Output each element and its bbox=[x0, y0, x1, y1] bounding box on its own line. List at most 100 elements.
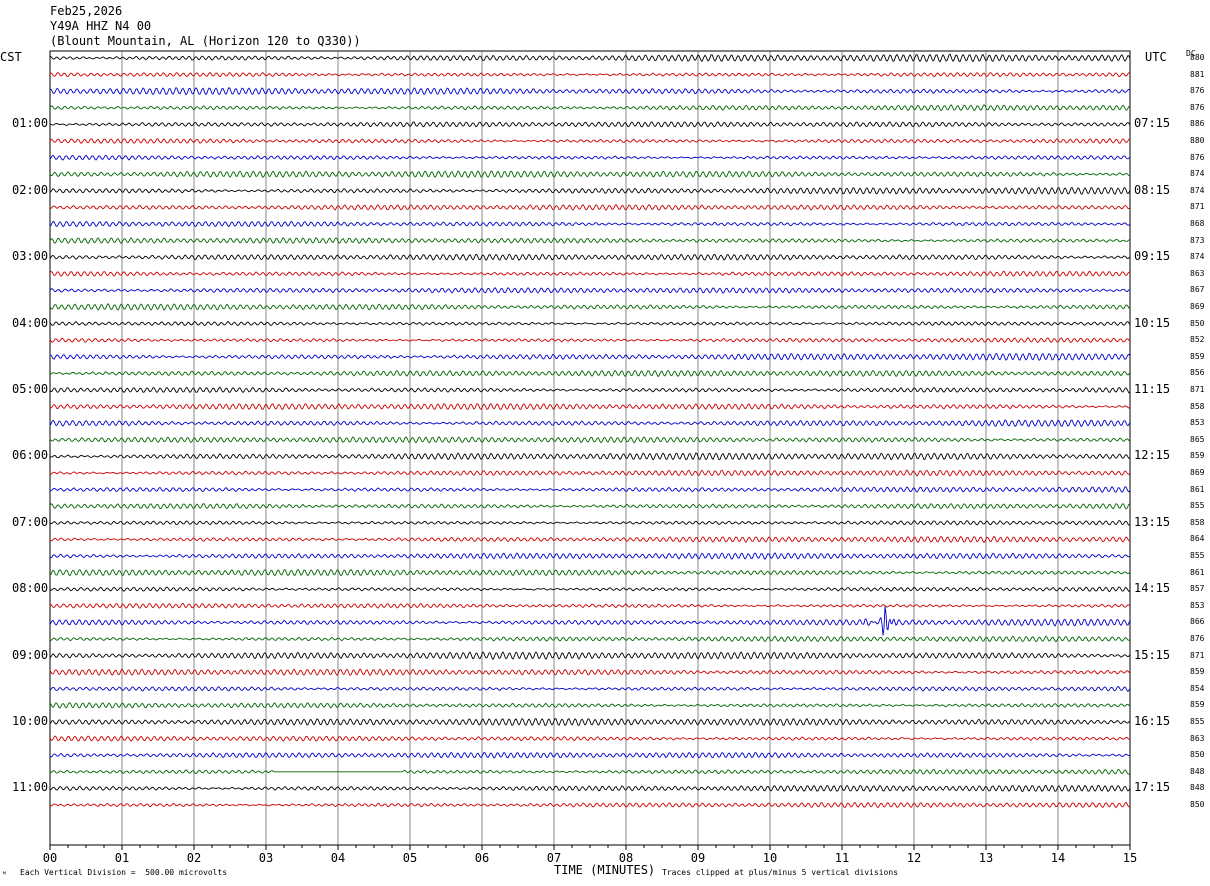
x-tick-label-03: 03 bbox=[259, 851, 273, 865]
left-hour-label: 08:00 bbox=[12, 581, 49, 596]
plot-frame bbox=[49, 50, 1131, 846]
dc-offset-label: 869 bbox=[1190, 468, 1205, 477]
trace-row-4 bbox=[49, 121, 1131, 128]
trace-row-23 bbox=[49, 436, 1131, 444]
trace-row-18 bbox=[49, 352, 1131, 361]
trace-row-22 bbox=[49, 419, 1131, 427]
dc-offset-label: 850 bbox=[1190, 318, 1205, 328]
x-tick-label-12: 12 bbox=[907, 851, 921, 865]
left-hour-label: 04:00 bbox=[12, 315, 49, 330]
x-tick-label-06: 06 bbox=[475, 851, 489, 865]
dc-header: DC bbox=[1186, 49, 1196, 58]
trace-row-43 bbox=[49, 769, 1131, 775]
dc-offset-label: 855 bbox=[1190, 717, 1205, 726]
trace-row-15 bbox=[49, 303, 1131, 311]
dc-offset-label: 867 bbox=[1190, 285, 1205, 295]
trace-row-34 bbox=[49, 606, 1131, 636]
trace-row-5 bbox=[49, 138, 1131, 145]
dc-offset-label: 859 bbox=[1190, 700, 1205, 710]
left-hour-label: 10:00 bbox=[12, 714, 49, 728]
dc-offset-label: 857 bbox=[1190, 584, 1205, 594]
x-tick-label-00: 00 bbox=[43, 851, 57, 865]
dc-offset-label: 854 bbox=[1190, 683, 1205, 693]
left-hour-label: 03:00 bbox=[12, 249, 49, 264]
trace-row-39 bbox=[49, 702, 1131, 709]
left-hour-label: 02:00 bbox=[12, 182, 49, 197]
trace-row-44 bbox=[49, 784, 1131, 793]
trace-row-33 bbox=[49, 602, 1131, 609]
left-hour-label: 05:00 bbox=[12, 382, 49, 396]
x-tick-label-14: 14 bbox=[1051, 851, 1065, 865]
header-date: Feb25,2026 bbox=[50, 4, 123, 18]
trace-row-40 bbox=[49, 717, 1131, 726]
dc-offset-label: 874 bbox=[1190, 169, 1205, 179]
dc-offset-label: 876 bbox=[1190, 152, 1205, 162]
dc-offset-label: 886 bbox=[1190, 119, 1205, 129]
x-tick-label-11: 11 bbox=[835, 851, 849, 865]
dc-offset-label: 876 bbox=[1190, 86, 1205, 96]
dc-offset-label: 871 bbox=[1190, 650, 1205, 660]
left-hour-label: 07:00 bbox=[12, 514, 49, 529]
trace-row-28 bbox=[49, 519, 1131, 526]
dc-offset-label: 859 bbox=[1190, 351, 1205, 361]
dc-offset-label: 866 bbox=[1190, 617, 1205, 627]
dc-offset-label: 880 bbox=[1190, 136, 1205, 145]
dc-offset-label: 855 bbox=[1190, 551, 1205, 560]
trace-row-16 bbox=[49, 320, 1131, 327]
trace-group bbox=[49, 53, 1131, 809]
trace-row-26 bbox=[49, 486, 1131, 493]
scale-note: Each Vertical Division = 500.00 microvol… bbox=[20, 868, 228, 877]
x-tick-label-08: 08 bbox=[619, 851, 633, 865]
left-hour-label: 11:00 bbox=[12, 780, 49, 795]
clip-note: Traces clipped at plus/minus 5 vertical … bbox=[662, 868, 899, 877]
dc-offset-label: 855 bbox=[1190, 501, 1205, 511]
x-tick-label-05: 05 bbox=[403, 851, 417, 865]
right-hour-label: 10:15 bbox=[1134, 315, 1171, 330]
right-hour-label: 07:15 bbox=[1134, 116, 1171, 131]
dc-offset-label: 881 bbox=[1190, 69, 1205, 79]
dc-offset-label: 876 bbox=[1190, 634, 1205, 643]
trace-row-27 bbox=[49, 502, 1131, 510]
dc-offset-label: 861 bbox=[1190, 484, 1205, 494]
trace-row-13 bbox=[49, 270, 1131, 277]
minute-gridlines bbox=[121, 51, 1059, 845]
dc-offset-label: 864 bbox=[1190, 534, 1205, 544]
trace-row-31 bbox=[49, 568, 1131, 577]
dc-offset-label: 874 bbox=[1190, 185, 1205, 195]
trace-row-38 bbox=[49, 685, 1131, 693]
x-tick-label-02: 02 bbox=[187, 851, 201, 865]
dc-offset-label: 865 bbox=[1190, 434, 1205, 444]
trace-row-21 bbox=[49, 403, 1131, 411]
dc-offset-label: 863 bbox=[1190, 733, 1205, 743]
trace-row-20 bbox=[49, 386, 1131, 394]
x-tick-group: 00 01 02 03 04 05 06 07 08 09 10 11 12 13 14 15 bbox=[43, 845, 1137, 865]
trace-row-36 bbox=[49, 651, 1131, 660]
dc-offset-label: 852 bbox=[1190, 335, 1205, 345]
right-hour-label: 17:15 bbox=[1134, 780, 1171, 795]
dc-offset-label: 859 bbox=[1190, 451, 1205, 461]
dc-offset-label: 850 bbox=[1190, 800, 1205, 809]
header-location: (Blount Mountain, AL (Horizon 120 to Q33… bbox=[50, 34, 361, 48]
trace-row-35 bbox=[49, 635, 1131, 643]
dc-offset-label: 863 bbox=[1190, 268, 1205, 278]
dc-offset-label: 869 bbox=[1190, 302, 1205, 311]
x-tick-label-15: 15 bbox=[1123, 851, 1137, 865]
dc-offset-label: 871 bbox=[1190, 385, 1205, 394]
trace-row-37 bbox=[49, 668, 1131, 677]
trace-row-19 bbox=[49, 369, 1131, 378]
trace-row-9 bbox=[49, 203, 1131, 211]
dc-offset-label: 848 bbox=[1190, 766, 1205, 776]
x-tick-label-01: 01 bbox=[115, 851, 129, 865]
trace-row-14 bbox=[49, 287, 1131, 294]
trace-row-2 bbox=[49, 86, 1131, 96]
dc-offset-label: 858 bbox=[1190, 401, 1205, 411]
dc-offset-label: 850 bbox=[1190, 750, 1205, 760]
dc-offset-label: 873 bbox=[1190, 235, 1205, 245]
dc-offset-label: 861 bbox=[1190, 567, 1205, 577]
left-hour-label: 09:00 bbox=[12, 647, 49, 662]
x-tick-label-10: 10 bbox=[763, 851, 777, 865]
trace-row-11 bbox=[49, 236, 1131, 245]
right-hour-label: 14:15 bbox=[1134, 581, 1171, 596]
dc-offset-label: 880 bbox=[1190, 53, 1205, 62]
